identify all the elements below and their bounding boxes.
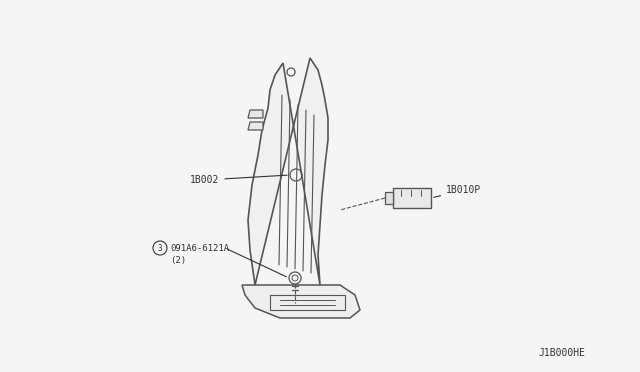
Text: 1B010P: 1B010P [434,185,481,197]
Text: J1B000HE: J1B000HE [538,348,585,358]
Polygon shape [248,58,328,285]
Polygon shape [385,192,393,204]
Text: (2): (2) [170,256,186,264]
Text: 091A6-6121A: 091A6-6121A [170,244,229,253]
Polygon shape [248,122,263,130]
Polygon shape [248,110,263,118]
Polygon shape [393,188,431,208]
Text: 3: 3 [157,244,163,253]
Polygon shape [242,285,360,318]
Text: 1B002: 1B002 [190,175,287,185]
